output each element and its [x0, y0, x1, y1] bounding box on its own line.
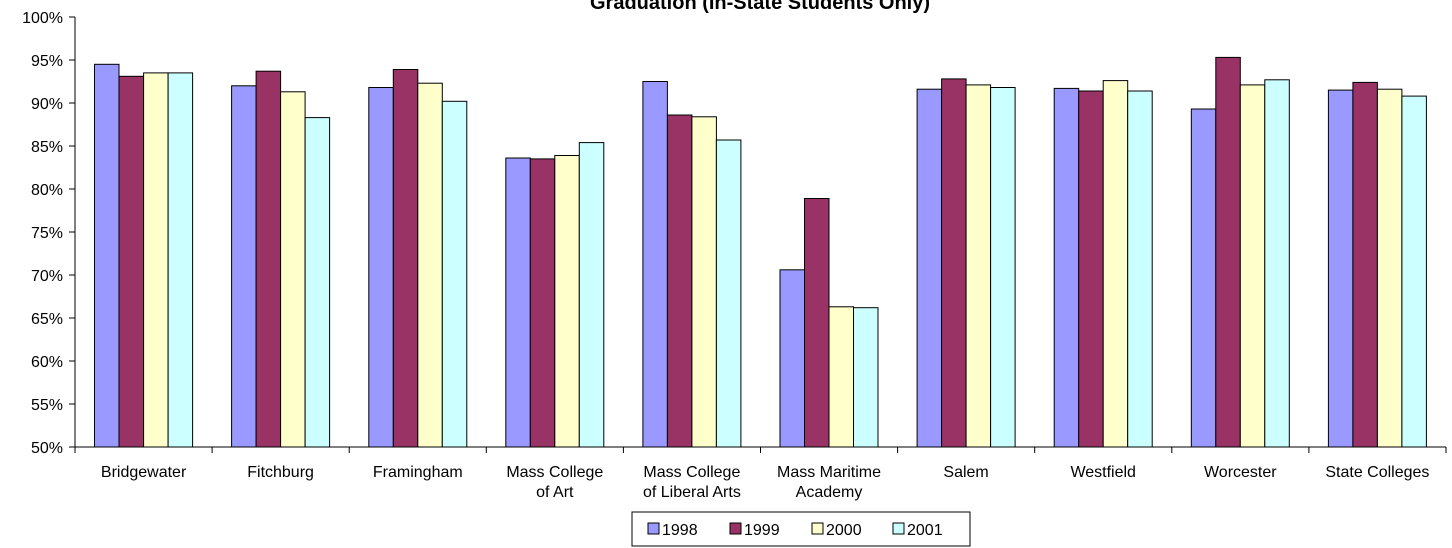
bar-1998-salem	[916, 88, 943, 448]
legend-label-2000: 2000	[826, 522, 862, 539]
x-category-label: Mass College of Liberal Arts	[643, 464, 741, 501]
x-category-label: Salem	[943, 464, 988, 481]
x-category-label: Fitchburg	[247, 464, 314, 481]
bar-2000-westfield	[1102, 80, 1129, 448]
x-category-label: Framingham	[373, 464, 463, 481]
y-axis: 50% 55% 60% 65% 70% 75% 80% 85% 90% 95% 100%	[22, 10, 76, 457]
legend-label-2001: 2001	[907, 522, 943, 539]
bar-2001-mass-maritime-academy	[853, 307, 879, 448]
x-category-label: Worcester	[1204, 464, 1277, 481]
y-tick-label: 55%	[31, 397, 63, 414]
bar-1998-bridgewater	[94, 63, 120, 448]
y-tick-label: 95%	[31, 53, 63, 70]
bar-2001-framingham	[441, 100, 468, 448]
bar-2000-bridgewater	[143, 72, 169, 448]
bar-2000-salem	[965, 84, 992, 448]
y-tick-label: 65%	[31, 311, 63, 328]
bar-1998-mass-college-of-art	[505, 157, 531, 448]
bar-1999-mass-college-of-art	[529, 158, 556, 448]
y-tick-label: 50%	[31, 440, 63, 457]
bar-1999-salem	[941, 78, 967, 448]
legend-box	[631, 511, 971, 547]
legend-swatch-2001	[892, 522, 905, 535]
bar-2001-westfield	[1127, 90, 1153, 448]
bar-2000-mass-maritime-academy	[828, 306, 854, 448]
bar-1998-mass-college-of-liberal-arts	[642, 81, 668, 448]
x-category-label: Bridgewater	[101, 464, 187, 481]
bar-2000-framingham	[417, 82, 443, 448]
bar-2000-worcester	[1239, 84, 1266, 448]
legend-swatch-2000	[811, 522, 824, 535]
y-tick-label: 85%	[31, 139, 63, 156]
x-category-label: Mass College of Art	[506, 464, 603, 501]
bar-1999-mass-college-of-liberal-arts	[666, 114, 693, 448]
bar-1999-worcester	[1215, 56, 1241, 448]
bar-2001-fitchburg	[304, 117, 331, 448]
bar-2001-mass-college-of-liberal-arts	[715, 139, 742, 448]
bar-1999-framingham	[392, 69, 419, 448]
legend-label-1998: 1998	[662, 522, 698, 539]
legend-swatch-1999	[729, 522, 742, 535]
y-tick-label: 90%	[31, 96, 63, 113]
bar-2000-mass-college-of-liberal-arts	[691, 116, 717, 448]
bar-1998-fitchburg	[231, 85, 257, 448]
chart-title: Graduation (In-State Students Only)	[590, 0, 930, 14]
y-tick-label: 60%	[31, 354, 63, 371]
y-tick-label: 80%	[31, 182, 63, 199]
bar-1998-framingham	[368, 87, 394, 448]
legend: 1998 1999 2000 2001	[631, 511, 971, 547]
bar-1998-worcester	[1190, 108, 1217, 448]
bar-2001-salem	[990, 87, 1016, 448]
bar-2000-state-colleges	[1376, 88, 1403, 448]
x-category-label: Westfield	[1070, 464, 1136, 481]
bar-2001-state-colleges	[1401, 95, 1427, 448]
bar-2001-worcester	[1264, 79, 1290, 448]
x-category-label: State Colleges	[1325, 464, 1429, 481]
x-axis: Bridgewater Fitchburg Framingham Mass Colle…	[74, 446, 1447, 501]
bars-group	[94, 56, 1427, 448]
bar-1998-westfield	[1053, 87, 1080, 448]
bar-2000-fitchburg	[280, 91, 306, 448]
bar-1998-mass-maritime-academy	[779, 269, 805, 448]
bar-1999-fitchburg	[255, 70, 282, 448]
bar-1999-mass-maritime-academy	[804, 198, 830, 448]
bar-2001-mass-college-of-art	[578, 142, 605, 448]
bar-2000-mass-college-of-art	[554, 155, 580, 448]
x-category-label: Mass Maritime Academy	[777, 464, 881, 501]
legend-swatch-1998	[647, 522, 660, 535]
bar-1999-state-colleges	[1352, 81, 1378, 448]
bar-2001-bridgewater	[167, 72, 194, 448]
bar-1998-state-colleges	[1327, 89, 1354, 448]
y-tick-label: 75%	[31, 225, 63, 242]
legend-label-1999: 1999	[744, 522, 780, 539]
y-tick-label: 100%	[22, 10, 63, 27]
bar-1999-westfield	[1078, 90, 1104, 448]
y-tick-label: 70%	[31, 268, 63, 285]
bar-1999-bridgewater	[118, 75, 144, 448]
